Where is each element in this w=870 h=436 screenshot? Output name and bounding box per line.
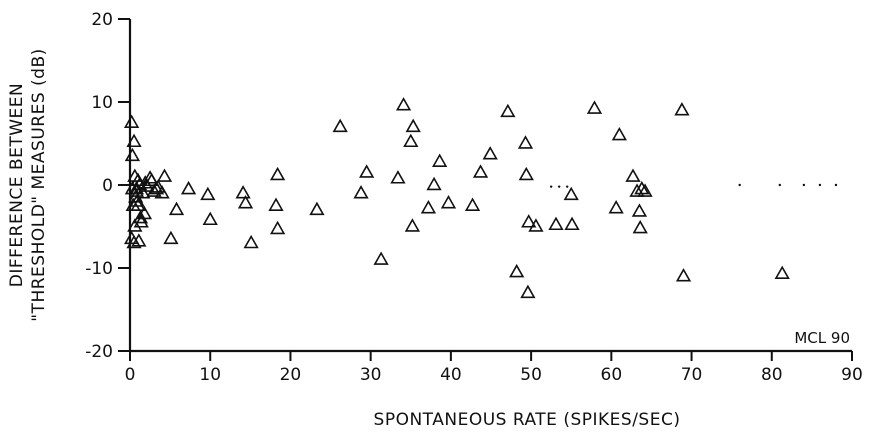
- y-tick-label: -20: [85, 342, 113, 362]
- data-point-dot: [834, 183, 838, 187]
- data-point-triangle: [420, 200, 437, 214]
- y-axis-title-line-2: "THRESHOLD" MEASURES (dB): [29, 48, 49, 322]
- data-point-triangle: [403, 133, 419, 148]
- x-axis-title: SPONTANEOUS RATE (SPIKES/SEC): [374, 410, 681, 430]
- data-point-triangle: [500, 103, 516, 118]
- x-tick-label: 50: [520, 365, 542, 385]
- x-tick-label: 10: [199, 365, 221, 385]
- data-point-triangle: [124, 147, 141, 162]
- data-point-triangle: [432, 153, 448, 167]
- data-point-triangle: [154, 185, 170, 199]
- data-point-triangle: [202, 211, 218, 226]
- data-point-triangle: [156, 168, 173, 182]
- data-point-triangle: [482, 146, 498, 160]
- data-point-triangle: [163, 230, 179, 245]
- x-tick-label: 80: [761, 365, 783, 385]
- y-ticks: 20 10 0 -10 -20: [85, 10, 130, 362]
- x-tick-label: 30: [360, 365, 382, 385]
- data-point-dot: [738, 183, 741, 187]
- data-point-triangle: [243, 234, 259, 249]
- data-point-triangle: [168, 201, 185, 216]
- x-tick-label: 0: [125, 365, 136, 385]
- data-point-triangle: [132, 209, 149, 224]
- data-marks: [123, 97, 838, 299]
- x-tick-label: 70: [681, 365, 703, 385]
- data-point-triangle: [528, 218, 544, 232]
- data-point-triangle: [631, 203, 648, 217]
- y-tick-label: 10: [91, 93, 113, 113]
- data-point-triangle: [390, 170, 406, 184]
- y-tick-label: -10: [85, 259, 113, 279]
- x-tick-label: 90: [841, 365, 863, 385]
- data-point-triangle: [564, 216, 580, 231]
- data-point-triangle: [123, 230, 140, 245]
- data-point-triangle: [608, 200, 624, 214]
- x-tick-label: 40: [440, 365, 462, 385]
- data-point-triangle: [586, 100, 603, 114]
- data-point-triangle: [629, 183, 645, 197]
- x-ticks: 0 10 20 30 40 50 60 70 80 90: [125, 351, 863, 385]
- data-point-dot: [818, 183, 822, 187]
- data-point-dot: [566, 185, 569, 188]
- data-point-triangle: [235, 185, 251, 199]
- data-point-triangle: [518, 166, 534, 181]
- data-point-triangle: [637, 183, 653, 197]
- data-point-dot: [557, 185, 561, 188]
- data-point-triangle: [126, 133, 142, 148]
- data-point-triangle: [634, 180, 650, 195]
- data-point-triangle: [269, 166, 286, 181]
- data-point-triangle: [146, 183, 162, 197]
- x-tick-label: 20: [280, 365, 302, 385]
- data-point-triangle: [268, 197, 284, 211]
- data-point-triangle: [674, 102, 690, 116]
- data-point-triangle: [509, 263, 525, 278]
- data-point-triangle: [353, 185, 369, 199]
- data-point-triangle: [774, 265, 790, 280]
- data-point-triangle: [128, 183, 145, 197]
- data-point-triangle: [521, 214, 537, 228]
- y-tick-label: 0: [102, 176, 113, 196]
- data-point-triangle: [148, 180, 165, 195]
- data-point-triangle: [269, 220, 286, 235]
- data-point-triangle: [136, 205, 153, 220]
- data-point-triangle: [373, 251, 389, 265]
- data-point-triangle: [123, 114, 140, 128]
- x-tick-label: 60: [601, 365, 623, 385]
- data-point-triangle: [395, 97, 412, 111]
- data-point-triangle: [359, 164, 375, 178]
- axes: [128, 19, 852, 353]
- data-point-triangle: [517, 135, 534, 149]
- data-point-triangle: [405, 118, 421, 133]
- data-point-triangle: [548, 216, 564, 231]
- data-point-triangle: [464, 197, 481, 211]
- y-axis-title-line-1: DIFFERENCE BETWEEN: [7, 83, 27, 287]
- data-point-triangle: [180, 180, 197, 195]
- data-point-triangle: [520, 284, 536, 299]
- data-point-triangle: [144, 172, 160, 187]
- data-point-triangle: [404, 218, 421, 232]
- data-point-triangle: [127, 218, 143, 232]
- data-point-dot: [802, 183, 806, 187]
- data-point-triangle: [632, 219, 648, 234]
- data-point-triangle: [200, 186, 216, 201]
- data-point-triangle: [625, 168, 641, 182]
- data-point-triangle: [133, 214, 149, 228]
- data-point-triangle: [472, 164, 489, 178]
- data-point-triangle: [237, 195, 254, 209]
- condition-annotation: MCL 90: [794, 329, 850, 347]
- data-point-triangle: [675, 268, 692, 282]
- y-tick-label: 20: [91, 10, 113, 30]
- data-point-dot: [778, 183, 781, 187]
- data-point-triangle: [137, 175, 153, 189]
- data-point-dot: [549, 185, 553, 188]
- data-point-triangle: [332, 118, 348, 133]
- data-point-triangle: [440, 195, 457, 209]
- data-point-triangle: [309, 201, 325, 216]
- data-point-triangle: [426, 176, 442, 191]
- data-point-triangle: [130, 197, 146, 211]
- data-point-triangle: [611, 126, 627, 141]
- data-point-triangle: [563, 186, 579, 201]
